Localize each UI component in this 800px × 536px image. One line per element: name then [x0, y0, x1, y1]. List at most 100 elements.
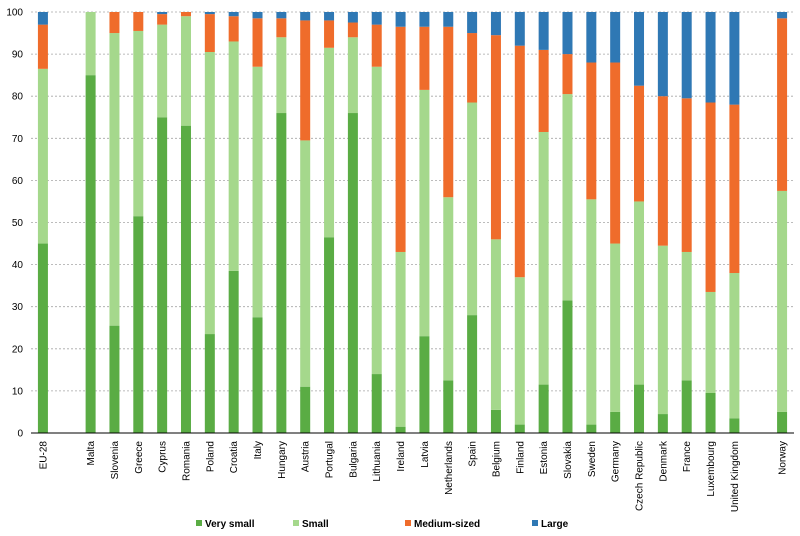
bar-segment-small: [419, 89, 430, 337]
bar-segment-medium-sized: [657, 96, 668, 246]
bar-segment-small: [85, 12, 96, 76]
bar-segment-small: [634, 201, 645, 385]
bar-segment-very-small: [610, 411, 621, 433]
bar-segment-medium-sized: [347, 22, 358, 38]
bar-segment-very-small: [657, 414, 668, 433]
bar-segment-very-small: [705, 393, 716, 433]
bar-segment-medium-sized: [586, 62, 597, 200]
bar-segment-small: [204, 52, 215, 335]
bar-segment-small: [705, 291, 716, 394]
x-tick-label: United Kingdom: [730, 441, 741, 512]
bar-segment-medium-sized: [204, 14, 215, 52]
legend-label: Large: [541, 519, 569, 530]
bar-segment-very-small: [586, 424, 597, 433]
bar-segment-large: [204, 12, 215, 15]
y-tick-label: 0: [17, 429, 23, 440]
legend-swatch: [532, 520, 538, 526]
bar-segment-small: [514, 277, 525, 425]
bar-segment-small: [586, 199, 597, 425]
x-tick-label: Bulgaria: [348, 441, 359, 478]
bar-segment-large: [705, 12, 716, 103]
gridlines: [31, 11, 794, 392]
x-tick-label: Hungary: [277, 441, 288, 479]
bar-segment-large: [729, 12, 740, 105]
x-tick-label: Slovenia: [110, 441, 121, 480]
bar-segment-medium-sized: [157, 14, 168, 25]
bar-segment-large: [610, 12, 621, 63]
bar-segment-very-small: [300, 386, 311, 433]
bar-segment-large: [419, 12, 430, 27]
bar-segment-very-small: [157, 117, 168, 433]
legend-swatch: [196, 520, 202, 526]
bar-segment-very-small: [204, 334, 215, 433]
bar-segment-medium-sized: [276, 18, 287, 38]
bar-segment-large: [634, 12, 645, 86]
bar-segment-very-small: [562, 300, 573, 433]
bar-segment-medium-sized: [514, 45, 525, 278]
bar-segment-medium-sized: [681, 98, 692, 252]
axes: 0 10 20 30 40 50 60 70 80 90 100 EU-28 Malta Slovenia…: [6, 8, 794, 512]
bar-segment-very-small: [514, 424, 525, 433]
bar-segment-very-small: [467, 315, 478, 433]
bar-segment-very-small: [276, 113, 287, 433]
y-tick-label: 90: [12, 50, 24, 61]
legend-label: Small: [302, 519, 329, 530]
bar-segment-very-small: [228, 270, 239, 433]
bar-segment-large: [37, 12, 48, 25]
bar-segment-small: [347, 37, 358, 114]
bar-segment-large: [300, 12, 311, 21]
bar-segment-very-small: [252, 317, 263, 433]
bar-segment-large: [538, 12, 549, 50]
x-tick-label: Denmark: [658, 440, 669, 482]
bar-segment-medium-sized: [490, 35, 501, 240]
bar-segment-very-small: [85, 75, 96, 434]
bar-segment-very-small: [681, 380, 692, 434]
bar-segment-medium-sized: [252, 18, 263, 67]
bar-segment-small: [133, 30, 144, 217]
bar-segment-large: [514, 12, 525, 46]
x-tick-label: Netherlands: [444, 441, 455, 495]
legend: Very small Small Medium-sized Large: [196, 519, 569, 530]
x-tick-label: Spain: [468, 441, 479, 467]
bar-segment-large: [157, 12, 168, 15]
bar-segment-small: [180, 16, 191, 126]
y-tick-label: 100: [6, 8, 23, 19]
bar-segment-large: [586, 12, 597, 63]
bar-segment-large: [324, 12, 335, 21]
bar-segment-large: [252, 12, 263, 19]
bar-segment-small: [657, 245, 668, 415]
bar-segment-very-small: [37, 243, 48, 433]
bar-segment-small: [777, 190, 788, 412]
bar-segment-medium-sized: [395, 26, 406, 252]
bar-segment-large: [681, 12, 692, 99]
x-tick-label: Estonia: [539, 441, 550, 475]
bar-segment-very-small: [777, 411, 788, 433]
bar-segment-small: [490, 239, 501, 410]
bar-segment-small: [228, 41, 239, 271]
bar-segment-medium-sized: [777, 18, 788, 191]
x-tick-label: Malta: [86, 441, 97, 466]
bar-segment-small: [37, 68, 48, 244]
bar-segment-medium-sized: [705, 102, 716, 292]
bar-segment-medium-sized: [228, 16, 239, 42]
y-tick-label: 70: [12, 134, 24, 145]
bar-segment-small: [109, 33, 120, 326]
bar-segment-small: [395, 251, 406, 427]
bar-segment-small: [681, 251, 692, 381]
bar-segment-medium-sized: [467, 33, 478, 103]
bar-segment-small: [276, 37, 287, 114]
x-tick-label: Finland: [515, 441, 526, 474]
bar-segment-very-small: [634, 384, 645, 433]
legend-swatch: [293, 520, 299, 526]
legend-label: Medium-sized: [414, 519, 480, 530]
bar-segment-very-small: [324, 237, 335, 433]
x-tick-label: EU-28: [38, 441, 49, 470]
bar-segment-large: [228, 12, 239, 17]
bar-segment-very-small: [371, 374, 382, 433]
bar-segment-small: [562, 94, 573, 301]
bar-segment-small: [324, 47, 335, 238]
x-tick-label: Sweden: [587, 441, 598, 477]
bar-segment-large: [443, 12, 454, 27]
legend-label: Very small: [205, 519, 255, 530]
